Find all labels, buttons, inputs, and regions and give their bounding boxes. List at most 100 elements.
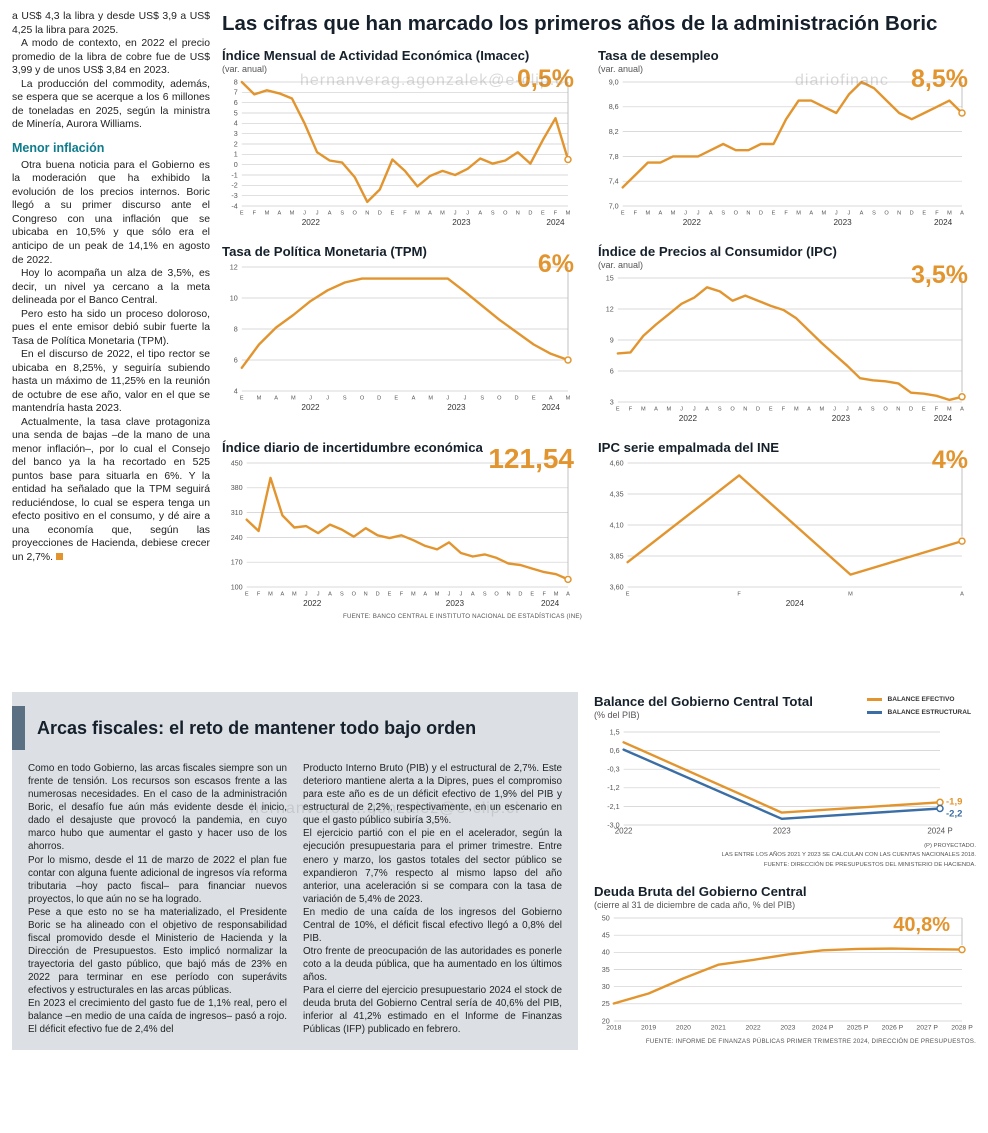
svg-text:A: A [423,592,427,598]
chart-ipc-ine: IPC serie empalmada del INE 4% 4,60 4,35 4… [598,440,976,620]
svg-text:2024: 2024 [786,599,805,608]
svg-text:O: O [730,406,735,412]
svg-text:2023: 2023 [447,403,466,412]
chart-subtitle: (cierre al 31 de diciembre de cada año, … [594,899,796,910]
svg-text:A: A [478,210,482,216]
svg-text:A: A [960,406,964,412]
svg-text:380: 380 [231,483,243,492]
paragraph: En el discurso de 2022, el tipo rector s… [12,349,210,415]
svg-text:F: F [737,592,741,598]
svg-text:E: E [922,210,926,216]
svg-text:12: 12 [606,304,614,313]
svg-text:O: O [883,406,888,412]
svg-text:-0,3: -0,3 [607,765,619,774]
svg-text:M: M [428,395,433,401]
svg-text:J: J [464,395,467,401]
chart-title: Balance del Gobierno Central Total [594,694,813,710]
svg-text:7: 7 [234,87,238,96]
article-subhead: Menor inflación [12,140,105,155]
svg-text:M: M [794,406,799,412]
svg-text:F: F [400,592,404,598]
article-body: Otra buena noticia para el Gobierno es l… [12,159,210,564]
svg-text:7,8: 7,8 [609,152,619,161]
svg-text:J: J [454,210,457,216]
chart-title: Índice diario de incertidumbre económica [222,439,483,455]
svg-text:2022: 2022 [615,827,633,836]
chart-footnotes: (P) PROYECTADO. LAS ENTRE LOS AÑOS 2021 Y… [594,842,976,869]
fiscal-column-2: Producto Interno Bruto (PIB) y el estruc… [303,762,562,1036]
svg-text:F: F [629,406,633,412]
svg-text:2026 P: 2026 P [882,1024,904,1031]
svg-text:2024: 2024 [541,599,560,608]
article-end-mark [56,552,64,560]
paragraph: Para el cierre del ejercicio presupuesta… [303,985,562,1036]
svg-text:F: F [403,210,407,216]
chart-subtitle: (var. anual) [222,63,268,74]
fiscal-article: Arcas fiscales: el reto de mantener todo… [12,692,578,1051]
chart-source: FUENTE: INFORME DE FINANZAS PÚBLICAS PRI… [645,1037,976,1045]
svg-text:-1,9: -1,9 [946,797,962,808]
svg-text:M: M [415,210,420,216]
svg-text:2022: 2022 [301,403,320,412]
svg-text:170: 170 [231,558,243,567]
svg-text:100: 100 [231,582,243,591]
svg-text:35: 35 [602,965,610,974]
svg-text:M: M [554,592,559,598]
svg-text:M: M [291,395,296,401]
svg-text:2020: 2020 [676,1024,691,1031]
svg-text:F: F [634,210,638,216]
paragraph: FUENTE: DIRECCIÓN DE PRESUPUESTOS DEL MI… [763,861,976,868]
svg-text:J: J [460,592,463,598]
paragraph: Otro frente de preocupación de las autor… [303,945,562,984]
svg-text:2024: 2024 [934,218,953,227]
svg-text:A: A [860,210,864,216]
chart-uncertainty: Índice diario de incertidumbre económica… [222,440,582,620]
svg-text:-2,2: -2,2 [946,809,962,820]
svg-text:M: M [566,395,571,401]
svg-text:F: F [253,210,257,216]
svg-text:2028 P: 2028 P [951,1024,973,1031]
svg-text:A: A [659,210,663,216]
svg-text:S: S [721,210,725,216]
chart-subtitle: (var. anual) [598,259,644,270]
svg-text:J: J [693,406,696,412]
svg-text:O: O [360,395,365,401]
svg-text:M: M [819,406,824,412]
svg-text:-2: -2 [231,180,237,189]
svg-text:D: D [376,592,380,598]
chart-title: Índice Mensual de Actividad Económica (I… [222,47,530,63]
svg-text:A: A [809,210,813,216]
svg-text:2023: 2023 [452,218,471,227]
legend-item: BALANCE ESTRUCTURAL [862,707,976,719]
svg-text:N: N [506,592,510,598]
chart-tpm: Tasa de Política Monetaria (TPM) 6% 12 10… [222,244,582,426]
svg-text:E: E [532,395,536,401]
svg-text:M: M [435,592,440,598]
legend-item: BALANCE EFECTIVO [862,694,976,706]
svg-text:S: S [718,406,722,412]
svg-text:J: J [835,210,838,216]
svg-text:D: D [518,592,522,598]
svg-text:4: 4 [234,386,238,395]
svg-text:M: M [796,210,801,216]
chart-legend: BALANCE EFECTIVO BALANCE ESTRUCTURAL [862,694,976,719]
svg-text:N: N [743,406,747,412]
svg-text:45: 45 [602,930,610,939]
svg-text:2024: 2024 [546,218,565,227]
svg-text:310: 310 [231,508,243,517]
svg-text:O: O [497,395,502,401]
svg-text:15: 15 [606,273,614,282]
svg-text:N: N [746,210,750,216]
paragraph: En medio de una caída de los ingresos de… [303,906,562,944]
svg-text:A: A [858,406,862,412]
svg-text:S: S [340,592,344,598]
paragraph: Como en todo Gobierno, las arcas fiscale… [28,763,287,853]
svg-text:O: O [734,210,739,216]
svg-text:A: A [654,406,658,412]
svg-text:2023: 2023 [832,414,851,423]
svg-text:2024 P: 2024 P [927,827,952,836]
svg-text:A: A [328,592,332,598]
svg-text:E: E [621,210,625,216]
chart-title: Tasa de desempleo [598,47,719,63]
svg-text:240: 240 [231,533,243,542]
